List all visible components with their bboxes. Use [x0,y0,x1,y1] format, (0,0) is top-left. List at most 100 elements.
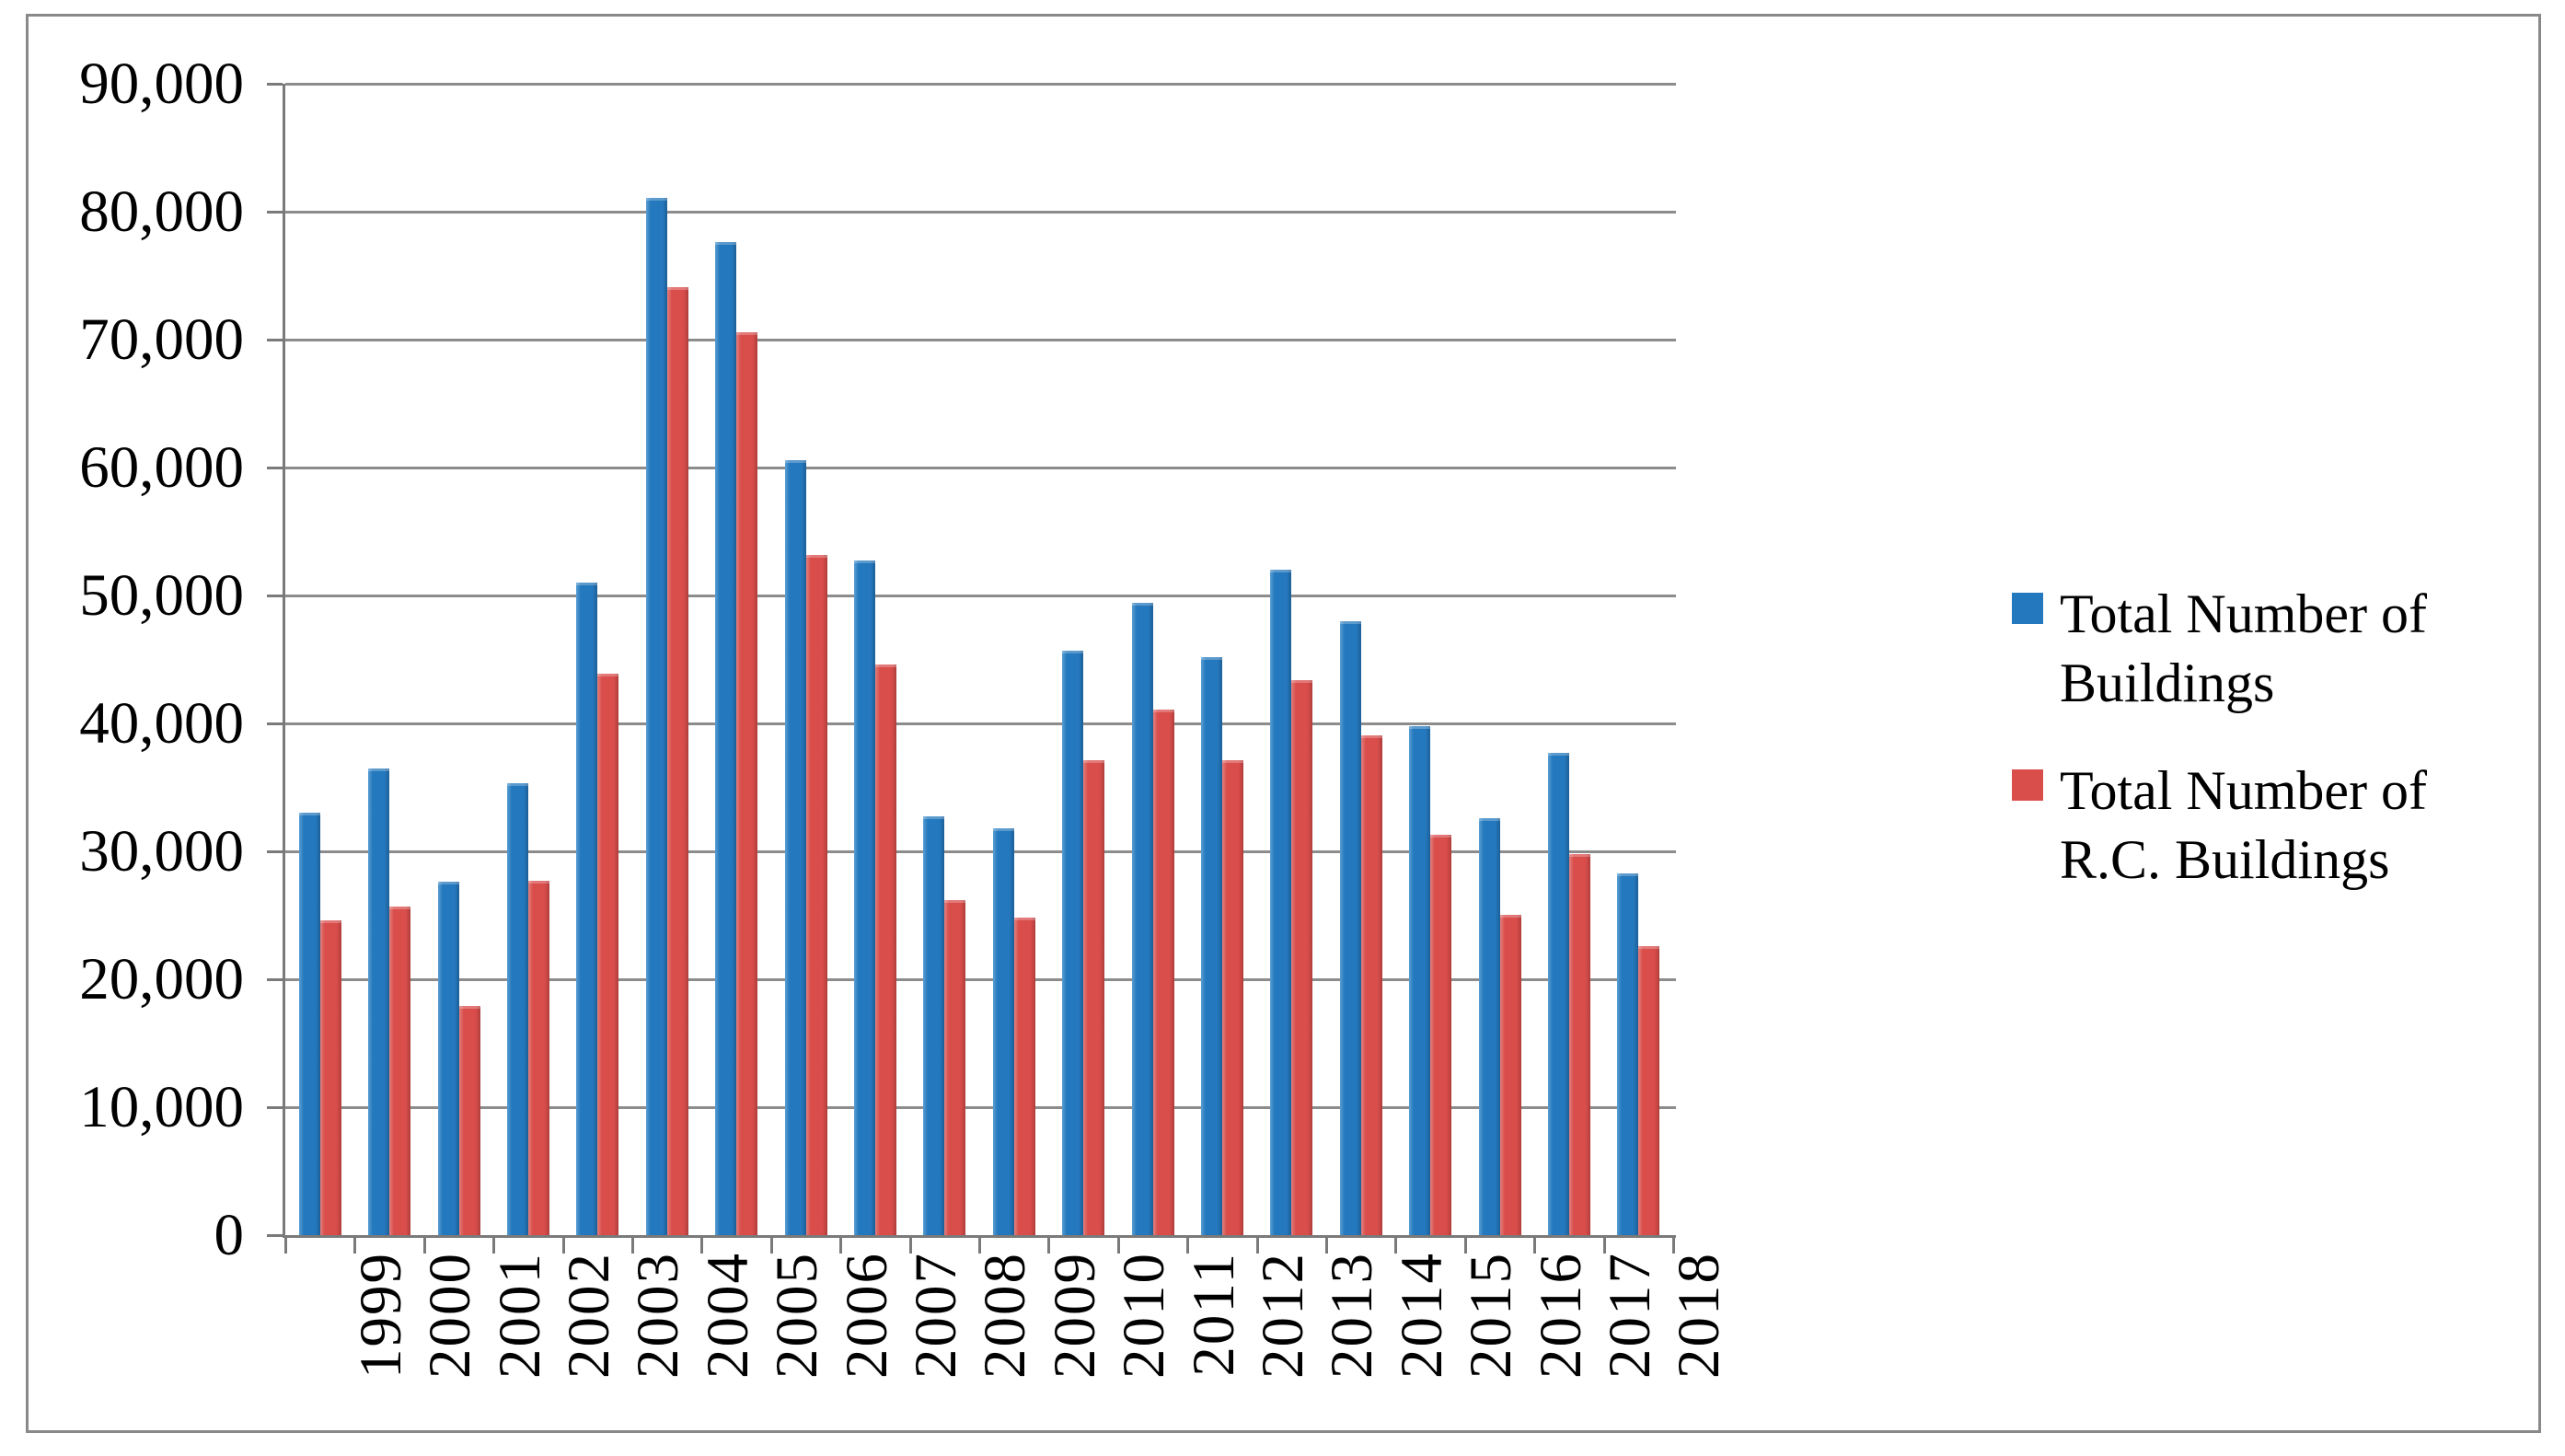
x-axis-tick [1463,1238,1467,1254]
x-category-label: 2017 [1596,1252,1663,1379]
bar-rc-2005 [736,332,758,1235]
bar-rc-2003 [597,674,619,1235]
bar-total-2017 [1547,753,1569,1235]
y-tick-label: 80,000 [79,179,244,245]
gridline [285,595,1676,597]
x-axis-tick [1394,1238,1398,1254]
legend-item: Total Number of Buildings [2012,580,2511,718]
bar-total-2001 [437,882,459,1235]
y-axis-tick [267,722,283,725]
y-tick-label: 30,000 [79,818,244,884]
x-axis-tick [839,1238,843,1254]
y-tick-label: 40,000 [79,690,244,757]
y-axis-tick [267,83,283,86]
x-category-label: 2001 [486,1252,553,1379]
x-axis-tick [700,1238,704,1254]
gridline [285,211,1676,214]
x-axis-tick [1047,1238,1051,1254]
bar-rc-2017 [1568,854,1590,1235]
x-axis-tick [908,1238,912,1254]
legend-swatch-red [2012,769,2043,801]
bar-rc-2009 [1013,918,1035,1235]
x-axis-tick [353,1238,357,1254]
x-axis-tick [1672,1238,1675,1254]
bar-rc-2016 [1499,915,1521,1235]
x-category-label: 2005 [764,1252,831,1379]
x-category-label: 2010 [1111,1252,1178,1379]
gridline [285,467,1676,469]
bar-rc-2018 [1638,946,1660,1235]
x-category-label: 2003 [625,1252,692,1379]
x-category-label: 2004 [694,1252,761,1379]
x-axis-tick [422,1238,426,1254]
y-tick-label: 90,000 [79,51,244,117]
bar-total-2008 [923,816,945,1235]
x-category-label: 2009 [1041,1252,1108,1379]
y-axis-tick [267,211,283,214]
y-tick-label: 20,000 [79,946,244,1012]
gridline [285,978,1676,981]
x-axis-tick [1255,1238,1259,1254]
bar-total-2010 [1062,651,1084,1235]
bar-total-2013 [1270,570,1292,1235]
legend-label: Total Number of Buildings [2060,584,2428,713]
bar-rc-2015 [1430,835,1452,1235]
bar-total-1999 [298,813,320,1235]
x-category-label: 2000 [417,1252,484,1379]
x-category-label: 2015 [1458,1252,1525,1379]
y-axis-tick [267,850,283,853]
bar-rc-2002 [527,881,549,1235]
x-category-label: 1999 [347,1252,414,1379]
x-axis-tick [284,1238,287,1254]
x-axis-tick [631,1238,634,1254]
y-axis-tick [267,467,283,469]
bar-total-2015 [1409,726,1431,1235]
bar-total-2004 [645,198,667,1235]
y-axis-tick [267,339,283,341]
bar-total-2003 [576,583,598,1235]
x-category-label: 2007 [902,1252,969,1379]
x-category-label: 2012 [1249,1252,1316,1379]
bar-rc-1999 [319,920,341,1235]
x-category-label: 2016 [1527,1252,1594,1379]
x-category-label: 2011 [1180,1252,1247,1377]
legend: Total Number of Buildings Total Number of… [2012,580,2511,933]
y-axis-tick [267,1234,283,1237]
bar-rc-2012 [1221,760,1243,1235]
x-axis-tick [492,1238,496,1254]
y-tick-label: 10,000 [79,1074,244,1140]
x-category-label: 2008 [972,1252,1039,1379]
bar-total-2006 [784,460,806,1235]
gridline [285,339,1676,341]
bar-rc-2013 [1291,680,1313,1235]
y-tick-label: 70,000 [79,306,244,373]
bar-rc-2011 [1152,710,1174,1235]
bar-total-2000 [368,768,390,1235]
bar-rc-2008 [944,900,966,1235]
gridline [285,1106,1676,1109]
x-axis-tick [561,1238,565,1254]
x-axis-tick [1186,1238,1190,1254]
bar-rc-2001 [458,1006,480,1235]
bar-total-2012 [1200,657,1222,1235]
gridline [285,83,1676,86]
bar-rc-2007 [874,664,896,1235]
y-tick-label: 50,000 [79,562,244,629]
x-category-label: 2013 [1319,1252,1386,1379]
x-axis-tick [769,1238,773,1254]
bar-total-2002 [506,783,528,1235]
bar-rc-2004 [666,287,688,1235]
y-axis-tick [267,978,283,981]
bar-total-2007 [853,560,875,1235]
legend-label: Total Number of R.C. Buildings [2060,760,2428,890]
y-axis-tick [267,1106,283,1109]
x-axis-tick [978,1238,981,1254]
x-axis-tick [1533,1238,1537,1254]
x-category-label: 2002 [555,1252,622,1379]
bar-total-2014 [1339,621,1361,1235]
x-category-label: 2014 [1388,1252,1455,1379]
legend-swatch-blue [2012,593,2043,624]
gridline [285,722,1676,725]
x-category-label: 2006 [833,1252,900,1379]
